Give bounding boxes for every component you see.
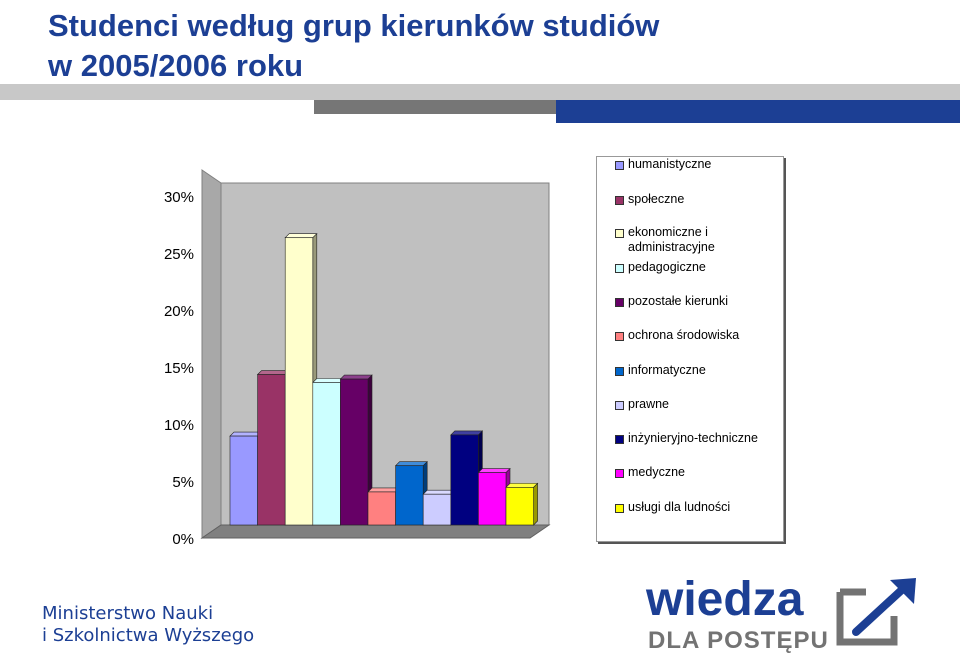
legend-swatch [615, 332, 624, 341]
legend-swatch [615, 504, 624, 513]
legend-swatch [615, 264, 624, 273]
legend-label: ekonomiczne i administracyjne [628, 225, 715, 254]
bar [284, 237, 314, 526]
bar-top [450, 430, 484, 436]
legend-label: humanistyczne [628, 157, 712, 171]
slide-title-line1: Studenci według grup kierunków studiów [48, 8, 660, 43]
legend-item: informatyczne [615, 363, 783, 378]
legend-item: medyczne [615, 465, 783, 480]
bar-top [367, 487, 401, 493]
bar [340, 378, 369, 526]
slide-title-line2: w 2005/2006 roku [48, 48, 304, 83]
bar [505, 487, 534, 526]
legend-label: informatyczne [628, 363, 706, 377]
legend-item: pozostałe kierunki [615, 294, 783, 309]
legend-item: pedagogiczne [615, 260, 783, 275]
legend-item: ekonomiczne i administracyjne [615, 225, 783, 255]
bar-top [229, 431, 263, 437]
legend-label: ochrona środowiska [628, 328, 740, 342]
bar-top [505, 483, 539, 488]
legend-label: pedagogiczne [628, 260, 706, 274]
legend-item: społeczne [615, 192, 783, 207]
legend-label: społeczne [628, 192, 685, 206]
legend-item: humanistyczne [615, 157, 783, 172]
legend-swatch [615, 298, 624, 307]
bar [229, 435, 258, 526]
bar-top [477, 468, 511, 473]
legend-swatch [615, 161, 624, 170]
y-tick-label: 30% [164, 189, 194, 206]
bar [367, 491, 396, 526]
bar [312, 382, 341, 526]
y-tick-label: 15% [164, 360, 194, 377]
bar-side [533, 482, 538, 526]
legend-swatch [615, 401, 624, 410]
legend-label: prawne [628, 397, 669, 411]
legend-label: inżynieryjno-techniczne [628, 431, 758, 445]
y-tick-label: 0% [172, 531, 194, 548]
legend-label: usługi dla ludności [628, 500, 731, 514]
logo-tagline: DLA POSTĘPU [648, 627, 829, 654]
bar [450, 434, 479, 526]
plot-floor [200, 524, 551, 539]
legend-label: medyczne [628, 465, 685, 479]
legend-item: ochrona środowiska [615, 328, 783, 343]
y-tick-label: 10% [164, 417, 194, 434]
chart-legend: humanistyczne społeczne ekonomiczne i admi… [596, 156, 784, 542]
legend-swatch [615, 435, 624, 444]
ministry-name-line2: i Szkolnictwa Wyższego [42, 625, 255, 646]
bar-top [339, 374, 373, 380]
ministry-name: Ministerstwo Nauki i Szkolnictwa Wyższeg… [42, 603, 254, 647]
legend-swatch [615, 229, 624, 238]
bar-top [256, 370, 290, 375]
header-divider-blue [556, 100, 960, 123]
legend-item: inżynieryjno-techniczne [615, 431, 783, 446]
y-tick-label: 25% [164, 246, 194, 263]
legend-swatch [615, 367, 624, 376]
logo-wordmark: wiedza [646, 573, 804, 626]
growth-arrow-icon [836, 578, 916, 646]
bar [257, 374, 286, 526]
bar [478, 472, 507, 526]
legend-item: usługi dla ludności [615, 500, 783, 515]
bar [422, 493, 452, 526]
bar [395, 465, 424, 526]
header-divider-gray [0, 84, 960, 100]
bar-top [284, 233, 318, 239]
legend-label: pozostałe kierunki [628, 294, 729, 308]
y-tick-label: 20% [164, 303, 194, 320]
bar-top [312, 378, 346, 383]
legend-swatch [615, 196, 624, 205]
legend-item: prawne [615, 397, 783, 412]
y-tick-label: 5% [172, 474, 194, 491]
bar-top [394, 461, 428, 467]
legend-swatch [615, 469, 624, 478]
header-divider-dark [314, 100, 556, 114]
slide-title: Studenci według grup kierunków studiów w… [48, 6, 659, 86]
bar-top [422, 489, 456, 495]
ministry-name-line1: Ministerstwo Nauki [42, 603, 214, 624]
plot-side-wall [201, 169, 222, 539]
